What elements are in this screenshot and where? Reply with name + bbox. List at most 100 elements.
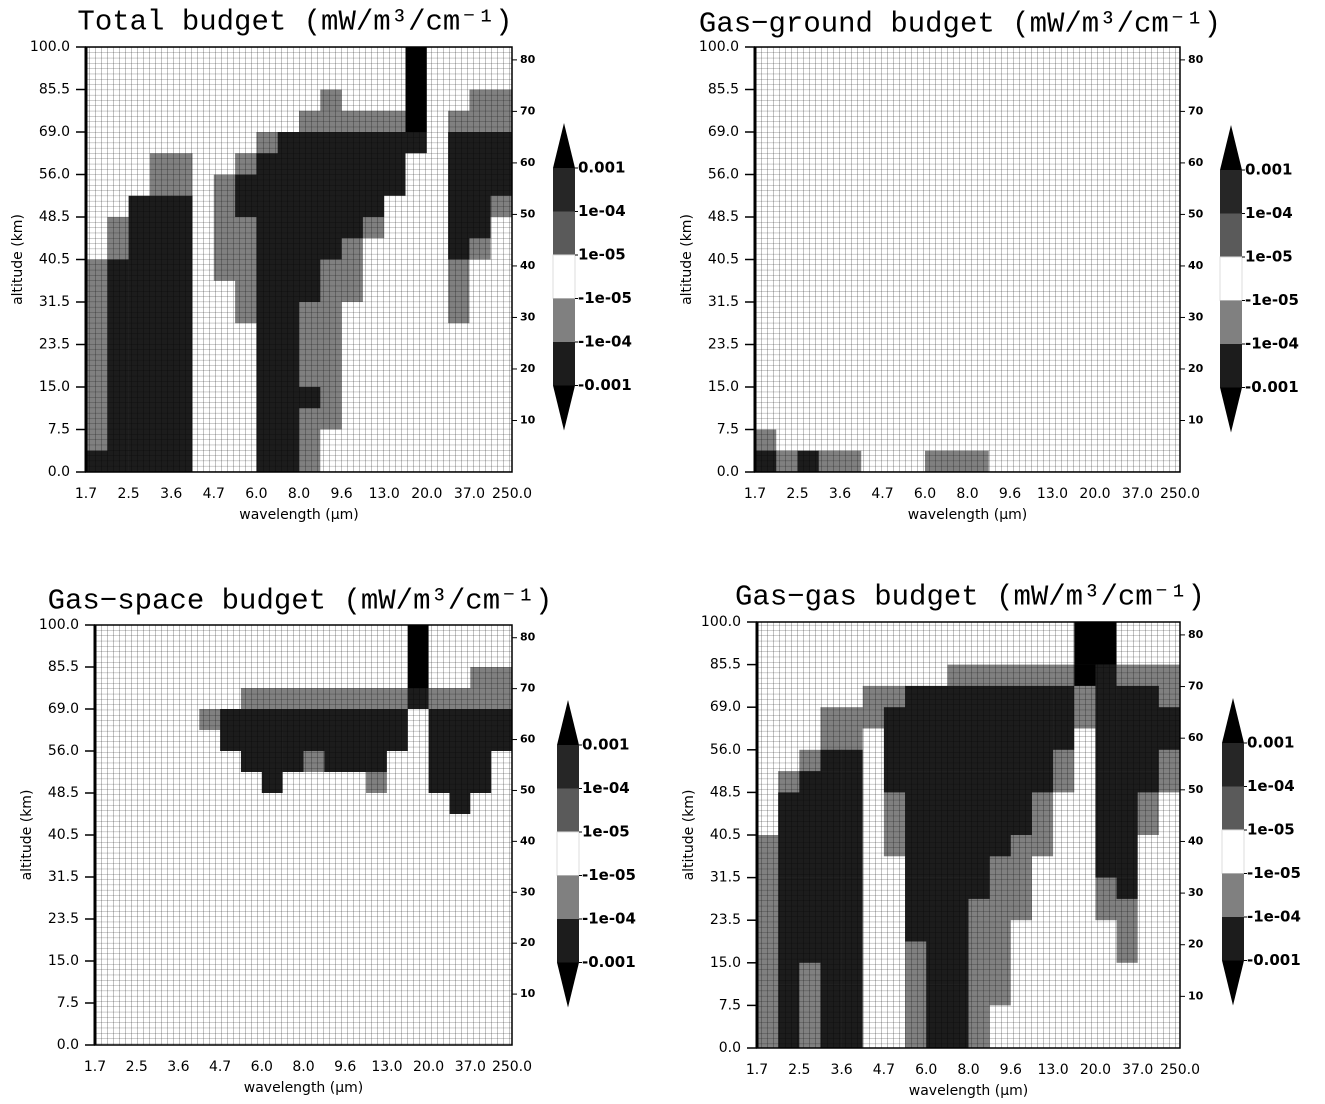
colorbar-label: -0.001 — [578, 376, 632, 394]
y2-tick-label: 50 — [520, 207, 536, 220]
y-tick-label: 23.5 — [708, 337, 739, 353]
y-tick-label: 31.5 — [708, 294, 739, 310]
y-tick-label: 85.5 — [708, 82, 739, 98]
y2-tick-label: 70 — [520, 104, 536, 117]
y-tick-label: 56.0 — [708, 167, 739, 183]
colorbar-segment — [1221, 829, 1245, 874]
y2-tick-label: 10 — [1188, 413, 1204, 426]
y2-tick-label: 70 — [1188, 680, 1204, 693]
colorbar-label: 0.001 — [1245, 161, 1292, 179]
colorbar-segment — [553, 168, 575, 212]
y-tick-label: 0.0 — [717, 464, 739, 480]
plot-grid — [94, 624, 513, 1046]
colorbar-label: 1e-05 — [578, 246, 626, 264]
y-tick-label: 69.0 — [710, 699, 741, 715]
x-tick-label: 1.7 — [744, 486, 766, 502]
colorbar-bottom — [1222, 960, 1244, 1006]
colorbar-label: 1e-04 — [1247, 777, 1295, 795]
colorbar-segment — [1222, 786, 1244, 830]
y-axis-label: altitude (km) — [679, 214, 695, 305]
y-tick-label: 85.5 — [39, 82, 70, 98]
y-tick-label: 7.5 — [717, 422, 739, 438]
panel-title: Total budget (mW/m³/cm⁻¹) — [77, 6, 512, 39]
colorbar-label: 0.001 — [582, 736, 629, 754]
x-tick-label: 4.7 — [209, 1059, 231, 1075]
y-tick-label: 0.0 — [57, 1037, 79, 1053]
y-tick-label: 23.5 — [48, 911, 79, 927]
y2-tick-label: 20 — [520, 936, 536, 949]
colorbar-label: 1e-04 — [582, 779, 630, 797]
y-tick-label: 7.5 — [57, 995, 79, 1011]
colorbar-segment — [557, 919, 579, 963]
colorbar-bottom — [557, 962, 579, 1008]
x-tick-label: 8.0 — [292, 1059, 314, 1075]
y2-tick-label: 80 — [520, 53, 536, 66]
x-tick-label: 9.6 — [1000, 1062, 1022, 1078]
x-tick-label: 8.0 — [288, 486, 310, 502]
y-tick-label: 40.5 — [48, 827, 79, 843]
y2-tick-label: 40 — [1188, 834, 1204, 847]
y-tick-label: 23.5 — [710, 912, 741, 928]
y2-tick-label: 70 — [1188, 104, 1204, 117]
y2-tick-label: 70 — [520, 682, 536, 695]
y2-tick-label: 50 — [520, 783, 536, 796]
colorbar-segment — [553, 298, 575, 342]
y-tick-label: 48.5 — [710, 784, 741, 800]
colorbar-segment — [557, 788, 579, 832]
colorbar-label: -1e-04 — [1247, 908, 1301, 926]
colorbar-top — [1222, 698, 1244, 743]
colorbar-label: 1e-05 — [1245, 248, 1293, 266]
x-tick-label: 6.0 — [251, 1059, 273, 1075]
y2-tick-label: 60 — [520, 733, 536, 746]
colorbar-segment — [1220, 170, 1242, 214]
plot-grid — [85, 46, 513, 473]
y-axis-label: altitude (km) — [681, 790, 697, 881]
x-tick-label: 2.5 — [117, 486, 139, 502]
colorbar-label: 1e-05 — [1247, 821, 1295, 839]
x-tick-label: 6.0 — [915, 1062, 937, 1078]
y2-tick-label: 10 — [520, 987, 536, 1000]
x-tick-label: 37.0 — [1122, 1062, 1153, 1078]
y2-tick-label: 60 — [1188, 731, 1204, 744]
x-tick-label: 13.0 — [371, 1059, 402, 1075]
colorbar-label: -1e-04 — [582, 910, 636, 928]
colorbar-label: 1e-04 — [1245, 204, 1293, 222]
plot-grid — [756, 621, 1181, 1049]
colorbar-label: -1e-05 — [1247, 864, 1301, 882]
y-tick-label: 15.0 — [39, 379, 70, 395]
colorbar-label: 0.001 — [578, 159, 625, 177]
colorbar-segment — [553, 211, 575, 255]
y-tick-label: 7.5 — [719, 997, 741, 1013]
y-tick-label: 48.5 — [708, 209, 739, 225]
y-tick-label: 100.0 — [30, 39, 70, 55]
x-tick-label: 37.0 — [1122, 486, 1153, 502]
colorbar-segment — [1219, 256, 1243, 301]
y2-tick-label: 40 — [520, 834, 536, 847]
colorbar-segment — [1220, 300, 1242, 344]
y2-tick-label: 40 — [520, 259, 536, 272]
x-tick-label: 9.6 — [330, 486, 352, 502]
x-tick-label: 9.6 — [999, 486, 1021, 502]
y-tick-label: 56.0 — [39, 167, 70, 183]
y2-tick-label: 20 — [1188, 938, 1204, 951]
colorbar-top — [557, 700, 579, 745]
x-tick-label: 2.5 — [786, 486, 808, 502]
x-axis-label: wavelength (µm) — [909, 1083, 1028, 1099]
y-tick-label: 100.0 — [39, 617, 79, 633]
colorbar-bottom — [553, 385, 575, 431]
y2-tick-label: 60 — [520, 156, 536, 169]
y-tick-label: 100.0 — [699, 39, 739, 55]
colorbar-segment — [1220, 213, 1242, 257]
y2-tick-label: 80 — [520, 631, 536, 644]
plot-grid — [754, 46, 1181, 473]
colorbar-segment — [557, 745, 579, 789]
y-tick-label: 7.5 — [48, 422, 70, 438]
colorbar-top — [1220, 125, 1242, 170]
x-tick-label: 8.0 — [956, 486, 978, 502]
y-tick-label: 56.0 — [710, 742, 741, 758]
y-tick-label: 0.0 — [719, 1040, 741, 1056]
x-tick-label: 4.7 — [873, 1062, 895, 1078]
y2-tick-label: 30 — [520, 885, 536, 898]
x-tick-label: 250.0 — [492, 1059, 532, 1075]
x-tick-label: 250.0 — [492, 486, 532, 502]
